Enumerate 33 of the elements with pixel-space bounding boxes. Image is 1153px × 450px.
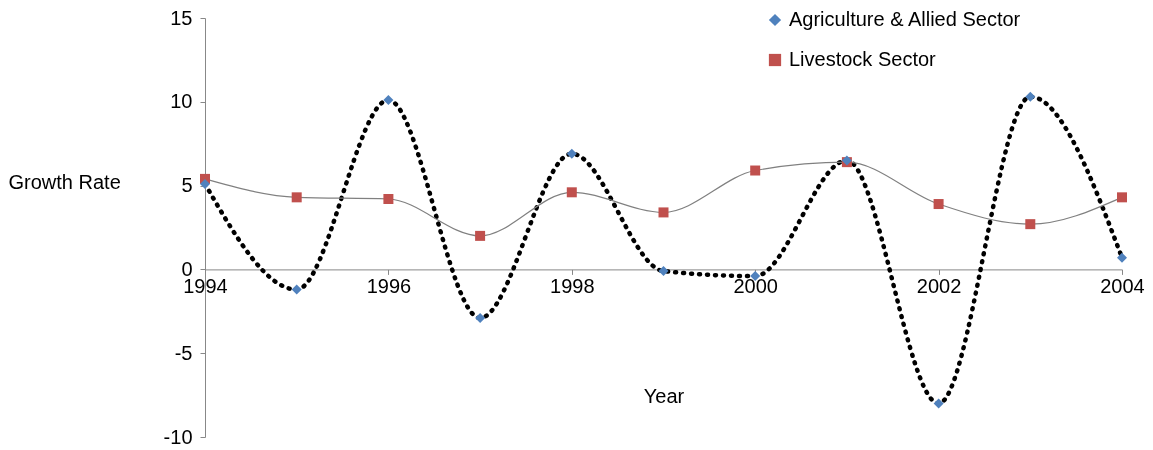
x-tick-label: 2000	[733, 274, 778, 297]
point	[566, 187, 577, 198]
point	[291, 192, 302, 203]
y-tick-label: 10	[170, 90, 193, 113]
y-tick-label: 5	[181, 174, 193, 197]
point	[291, 284, 302, 295]
point	[658, 207, 669, 218]
x-tick-label: 1998	[550, 274, 595, 297]
point	[658, 266, 669, 277]
point	[1025, 219, 1036, 230]
point	[750, 165, 761, 176]
x-axis-title: Year	[643, 384, 685, 407]
y-axis-title: Growth Rate	[8, 171, 121, 194]
point	[475, 313, 486, 323]
point	[383, 194, 394, 205]
point	[475, 230, 486, 241]
legend-label: Livestock Sector	[789, 48, 937, 70]
x-tick-label: 1996	[366, 274, 412, 297]
y-tick-label: -10	[163, 425, 193, 448]
point	[200, 178, 210, 189]
point	[566, 148, 577, 159]
point	[933, 398, 944, 409]
x-tick-label: 2002	[916, 274, 962, 297]
y-tick-label: -5	[174, 341, 193, 364]
point	[933, 199, 944, 210]
legend-label: Agriculture & Allied Sector	[789, 8, 1021, 30]
point	[1025, 91, 1036, 102]
y-tick-label: 15	[170, 6, 193, 29]
y-tick-label: 0	[181, 257, 193, 280]
point	[383, 95, 394, 106]
point	[1117, 252, 1127, 263]
point	[1117, 192, 1127, 203]
x-tick-label: 2004	[1100, 274, 1145, 297]
